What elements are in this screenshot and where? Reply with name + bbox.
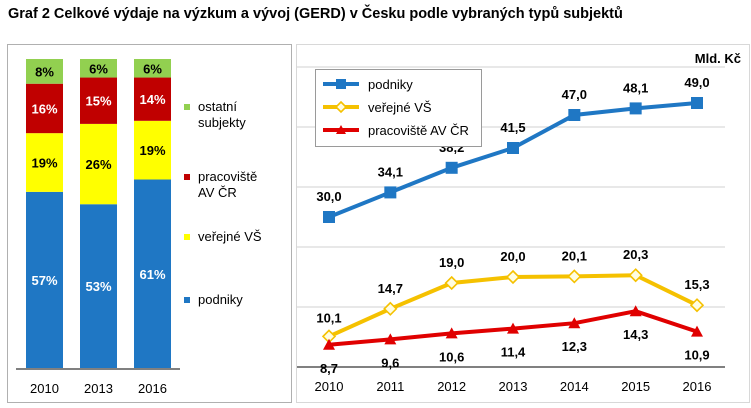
- legend-swatch: [323, 100, 359, 114]
- legend-swatch: [323, 125, 359, 134]
- bar-data-label: 8%: [35, 64, 54, 79]
- stacked-bar-chart: 57% 19% 16% 8% 2010 53% 26% 15% 6% 2013 61% 19% 14% 6…: [7, 44, 292, 403]
- bar-data-label: 19%: [139, 143, 165, 158]
- bar-data-label: 19%: [31, 156, 57, 171]
- bar-category-label: 2010: [30, 381, 59, 396]
- legend-label: veřejné VŠ: [368, 99, 432, 115]
- point-data-label: 47,0: [562, 87, 587, 102]
- point-data-label: 10,6: [439, 349, 464, 364]
- bar-segment: [134, 120, 171, 180]
- x-tick-label: 2016: [683, 379, 712, 394]
- bar-data-label: 15%: [85, 94, 111, 109]
- bar-category-label: 2016: [138, 381, 167, 396]
- data-point: [568, 317, 581, 329]
- data-point: [628, 268, 643, 283]
- bar-category-label: 2013: [84, 381, 113, 396]
- x-tick-label: 2015: [621, 379, 650, 394]
- point-data-label: 34,1: [378, 164, 403, 179]
- bar-data-label: 14%: [139, 92, 165, 107]
- point-data-label: 20,0: [500, 249, 525, 264]
- point-data-label: 19,0: [439, 255, 464, 270]
- bar-data-label: 26%: [85, 157, 111, 172]
- stacked-bar-plot: 57% 19% 16% 8% 2010 53% 26% 15% 6% 2013 61% 19% 14% 6…: [16, 59, 180, 396]
- data-point: [691, 97, 703, 109]
- bar-data-label: 53%: [85, 279, 111, 294]
- bar-segment: [26, 191, 63, 368]
- data-point: [567, 269, 582, 284]
- bar-segment: [26, 133, 63, 192]
- legend-swatch: [184, 174, 190, 180]
- point-data-label: 15,3: [684, 277, 709, 292]
- legend-label: podniky: [198, 292, 243, 307]
- bar-segment: [134, 77, 171, 121]
- data-point: [445, 327, 458, 339]
- point-data-label: 8,7: [320, 361, 338, 376]
- point-data-label: 48,1: [623, 80, 648, 95]
- x-tick-label: 2013: [499, 379, 528, 394]
- figure-title: Graf 2 Celkové výdaje na výzkum a vývoj …: [8, 6, 623, 22]
- bar-segment: [80, 123, 117, 205]
- point-data-label: 20,3: [623, 247, 648, 262]
- bar-segment: [134, 59, 171, 78]
- legend-swatch: [323, 79, 359, 89]
- data-point: [629, 102, 642, 115]
- x-tick-label: 2012: [437, 379, 466, 394]
- legend-swatch: [184, 297, 190, 303]
- point-data-label: 10,1: [316, 310, 341, 325]
- legend-swatch: [184, 104, 190, 110]
- bar-data-label: 57%: [31, 273, 57, 288]
- bar-segment: [26, 59, 63, 84]
- data-point: [384, 333, 397, 345]
- x-tick-label: 2014: [560, 379, 589, 394]
- point-data-label: 12,3: [562, 339, 587, 354]
- x-tick-label: 2010: [315, 379, 344, 394]
- point-data-label: 49,0: [684, 75, 709, 90]
- bar-data-label: 6%: [89, 61, 108, 76]
- point-data-label: 41,5: [500, 120, 525, 135]
- bar-segment: [80, 204, 117, 368]
- data-point: [629, 305, 642, 317]
- line-plot: 2010 2011 2012 2013 2014 2015 201630,034,138,2…: [297, 66, 725, 394]
- data-point: [507, 322, 519, 334]
- line-chart: Mld. Kč 2010 2011 2012 2013 2014 2015 2016 30,0…: [296, 44, 750, 403]
- unit-label: Mld. Kč: [694, 51, 741, 66]
- x-tick-label: 2011: [376, 379, 404, 394]
- point-data-label: 14,3: [623, 327, 648, 342]
- legend-label: pracoviště AV ČR: [368, 122, 469, 138]
- legend-swatch: [184, 234, 190, 240]
- data-point: [568, 109, 581, 121]
- point-data-label: 20,1: [562, 248, 587, 263]
- data-point: [689, 298, 705, 313]
- point-data-label: 30,0: [316, 189, 341, 204]
- data-point: [323, 338, 335, 350]
- bar-data-label: 6%: [143, 61, 162, 76]
- legend-label: veřejné VŠ: [198, 229, 262, 244]
- data-point: [691, 325, 703, 337]
- point-data-label: 14,7: [378, 281, 403, 296]
- point-data-label: 9,6: [381, 355, 399, 370]
- bar-segment: [80, 77, 117, 124]
- data-point: [507, 142, 519, 154]
- bar-segment: [26, 83, 63, 134]
- line-chart-legend: podniky veřejné VŠ pracoviště AV ČR: [315, 69, 482, 147]
- bar-segment: [134, 179, 171, 368]
- legend-label: podniky: [368, 76, 413, 92]
- legend-item: pracoviště AV ČR: [322, 120, 469, 140]
- data-point: [323, 211, 335, 223]
- bar-data-label: 61%: [139, 267, 165, 282]
- legend-item: podniky: [322, 74, 413, 94]
- data-point: [444, 275, 459, 291]
- data-point: [445, 161, 458, 174]
- point-data-label: 11,4: [501, 345, 526, 360]
- legend-label: ostatní subjekty: [198, 99, 246, 130]
- data-point: [505, 269, 521, 285]
- legend-label: pracoviště AV ČR: [198, 169, 258, 200]
- data-point: [384, 186, 397, 199]
- bar-segment: [80, 59, 117, 78]
- point-data-label: 10,9: [684, 348, 709, 363]
- data-point: [383, 301, 398, 316]
- bar-data-label: 16%: [31, 101, 57, 116]
- legend-item: veřejné VŠ: [322, 97, 432, 117]
